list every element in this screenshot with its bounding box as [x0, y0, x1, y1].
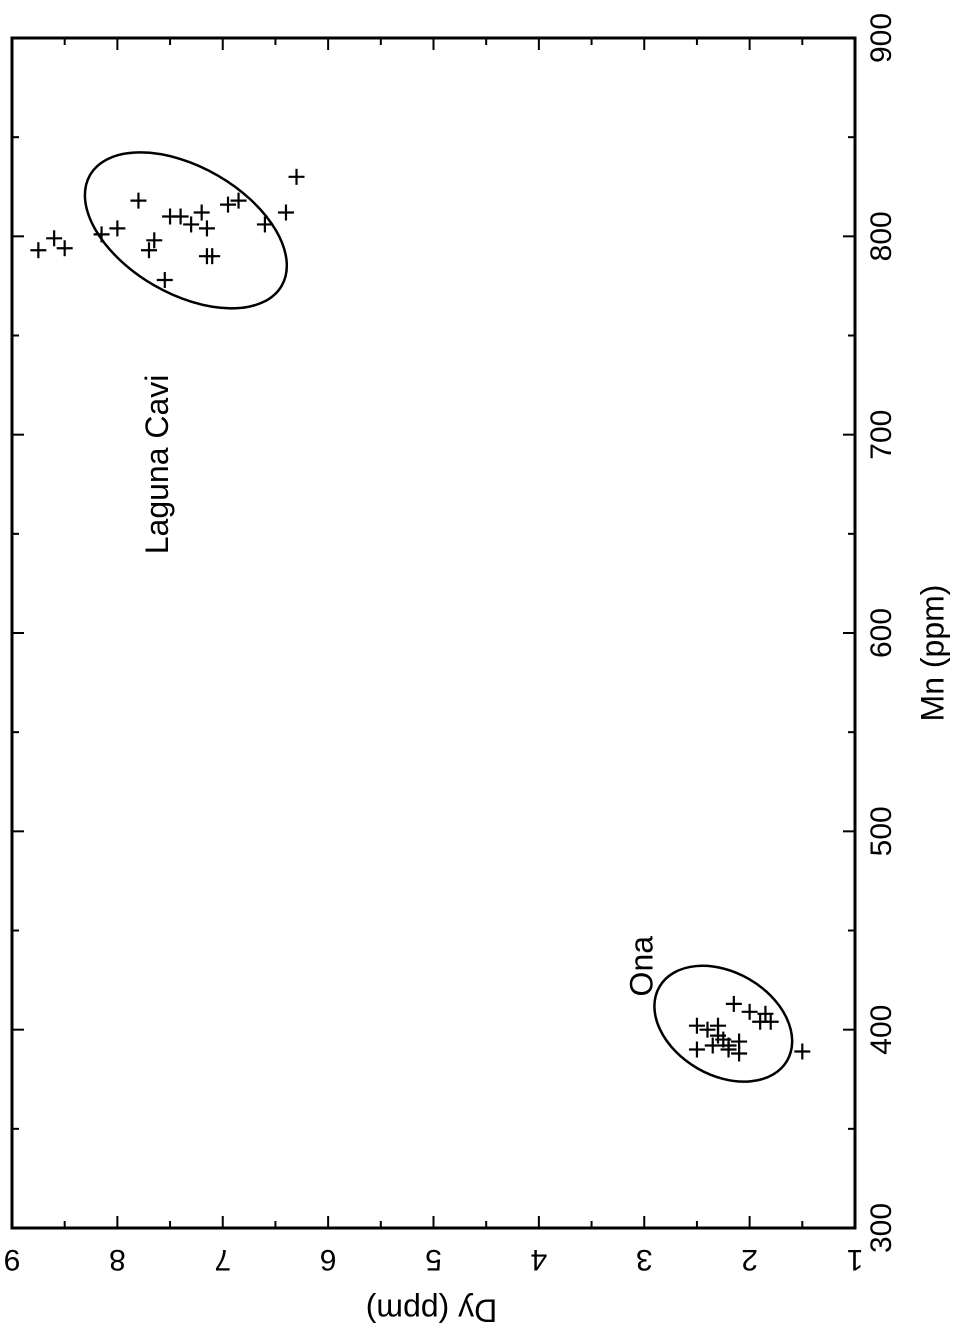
point-ona [762, 1013, 779, 1030]
point-laguna-cavi [256, 216, 273, 233]
mn-tick-label: 600 [865, 608, 898, 658]
point-laguna-cavi [156, 271, 173, 288]
dy-tick-label: 9 [4, 1243, 21, 1276]
point-laguna-cavi [56, 240, 73, 257]
x-axis-title: Dy (ppm) [366, 1293, 498, 1328]
point-laguna-cavi [183, 216, 200, 233]
point-ona [794, 1043, 811, 1060]
point-laguna-cavi [93, 226, 110, 243]
dy-tick-label: 5 [425, 1243, 442, 1276]
point-laguna-cavi [46, 230, 63, 247]
dy-tick-label: 1 [847, 1243, 864, 1276]
point-ona [715, 1031, 732, 1048]
point-laguna-cavi [198, 220, 215, 237]
point-ona [720, 1041, 737, 1058]
point-laguna-cavi [30, 242, 47, 259]
point-laguna-cavi [220, 196, 237, 213]
dy-tick-label: 6 [320, 1243, 337, 1276]
data-points [30, 168, 811, 1062]
point-ona [741, 1003, 758, 1020]
point-laguna-cavi [204, 248, 221, 265]
dy-tick-label: 8 [109, 1243, 126, 1276]
group-ellipse-laguna-cavi [83, 151, 289, 310]
point-laguna-cavi [193, 204, 210, 221]
point-laguna-cavi [162, 208, 179, 225]
point-ona [725, 995, 742, 1012]
dy-tick-label: 4 [531, 1243, 548, 1276]
point-ona [699, 1021, 716, 1038]
dy-tick-label: 2 [741, 1243, 758, 1276]
point-laguna-cavi [146, 232, 163, 249]
axis-ticks [11, 37, 856, 1229]
mn-tick-label: 300 [865, 1203, 898, 1253]
point-ona [731, 1045, 748, 1062]
point-laguna-cavi [109, 220, 126, 237]
point-ona [704, 1037, 721, 1054]
annotation-ona: Ona [624, 936, 660, 997]
mn-tick-label: 400 [865, 1005, 898, 1055]
mn-tick-label: 900 [865, 13, 898, 63]
mn-tick-label: 700 [865, 410, 898, 460]
dy-tick-label: 7 [214, 1243, 231, 1276]
group-ellipses [83, 151, 794, 1083]
point-ona [688, 1041, 705, 1058]
dy-tick-label: 3 [636, 1243, 653, 1276]
point-laguna-cavi [130, 192, 147, 209]
tick-labels: 1 2 3 4 5 6 7 8 9 300 400 500 600 700 800 900 [4, 13, 898, 1276]
y-axis-title: Mn (ppm) [914, 585, 950, 722]
group-ellipse-ona [653, 964, 794, 1083]
point-laguna-cavi [140, 242, 157, 259]
point-laguna-cavi [277, 204, 294, 221]
mn-tick-label: 800 [865, 211, 898, 261]
point-ona [688, 1017, 705, 1034]
annotation-laguna-cavi: Laguna Cavi [139, 375, 175, 555]
point-laguna-cavi [230, 192, 247, 209]
mn-tick-label: 500 [865, 806, 898, 856]
point-laguna-cavi [288, 168, 305, 185]
